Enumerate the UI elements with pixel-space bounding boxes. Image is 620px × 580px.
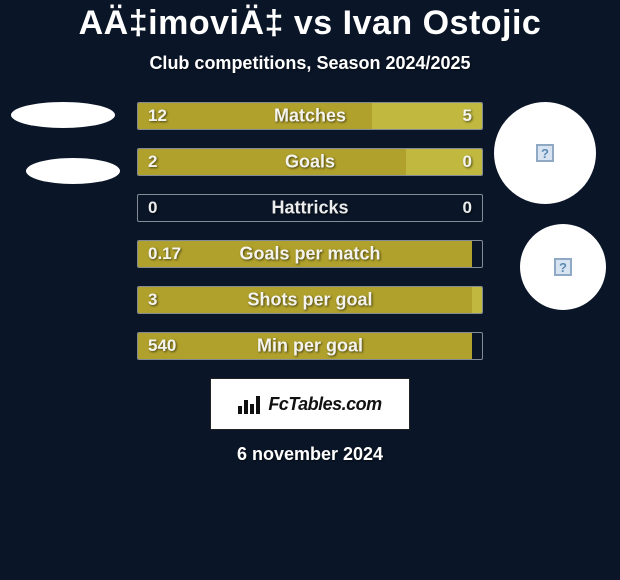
stat-rows: 12 5 Matches 2 0 Goals 0 0 Hattricks 0.17 Goals pe… bbox=[137, 102, 483, 360]
branding-box: FcTables.com bbox=[210, 378, 410, 430]
stat-row: 540 Min per goal bbox=[137, 332, 483, 360]
stat-label: Min per goal bbox=[257, 336, 363, 357]
stat-value-right: 0 bbox=[463, 152, 472, 172]
page-title: AÄ‡imoviÄ‡ vs Ivan Ostojic bbox=[0, 4, 620, 43]
player2-club-badge-1: ? bbox=[494, 102, 596, 204]
stat-value-left: 3 bbox=[148, 290, 157, 310]
page-subtitle: Club competitions, Season 2024/2025 bbox=[0, 53, 620, 74]
stat-label: Goals per match bbox=[239, 244, 380, 265]
stat-bar-left bbox=[138, 149, 406, 175]
stat-value-left: 0 bbox=[148, 198, 157, 218]
stat-label: Goals bbox=[285, 152, 335, 173]
right-player-badges: ? ? bbox=[490, 102, 600, 330]
fctables-logo-icon bbox=[238, 394, 262, 414]
stat-value-right: 5 bbox=[463, 106, 472, 126]
stat-value-left: 2 bbox=[148, 152, 157, 172]
branding-text: FcTables.com bbox=[268, 394, 381, 415]
stat-row: 12 5 Matches bbox=[137, 102, 483, 130]
stat-label: Hattricks bbox=[271, 198, 348, 219]
stat-row: 0.17 Goals per match bbox=[137, 240, 483, 268]
placeholder-image-icon: ? bbox=[536, 144, 554, 162]
player2-club-badge-2: ? bbox=[520, 224, 606, 310]
player1-club-badge-2 bbox=[26, 158, 120, 184]
stat-label: Shots per goal bbox=[247, 290, 372, 311]
stat-value-left: 0.17 bbox=[148, 244, 181, 264]
stats-area: ? ? 12 5 Matches 2 0 Goals 0 0 Hattricks 0.17 Goal… bbox=[0, 102, 620, 360]
left-player-badges bbox=[8, 102, 118, 214]
stat-row: 2 0 Goals bbox=[137, 148, 483, 176]
player1-club-badge-1 bbox=[11, 102, 115, 128]
stat-bar-right bbox=[472, 287, 482, 313]
stat-value-right: 0 bbox=[463, 198, 472, 218]
root-container: AÄ‡imoviÄ‡ vs Ivan Ostojic Club competit… bbox=[0, 0, 620, 465]
footer-date: 6 november 2024 bbox=[0, 444, 620, 465]
stat-label: Matches bbox=[274, 106, 346, 127]
stat-row: 3 Shots per goal bbox=[137, 286, 483, 314]
placeholder-image-icon: ? bbox=[554, 258, 572, 276]
stat-value-left: 540 bbox=[148, 336, 176, 356]
stat-value-left: 12 bbox=[148, 106, 167, 126]
stat-row: 0 0 Hattricks bbox=[137, 194, 483, 222]
